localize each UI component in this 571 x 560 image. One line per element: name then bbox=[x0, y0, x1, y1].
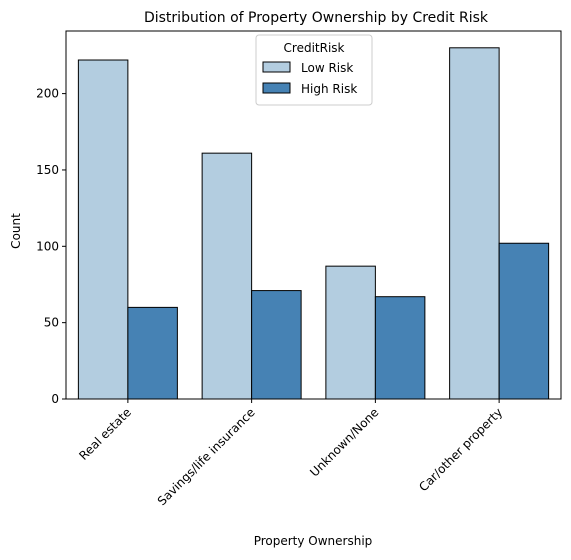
bar-low-risk-1 bbox=[77, 59, 129, 400]
y-tick-label: 50 bbox=[44, 316, 59, 330]
bar-low-risk-4 bbox=[449, 47, 500, 400]
y-tick-label: 200 bbox=[36, 87, 59, 101]
bar-high-risk-3 bbox=[374, 296, 426, 400]
legend-swatch bbox=[262, 82, 291, 94]
x-tick-label: Real estate bbox=[76, 405, 134, 463]
plot-area bbox=[77, 47, 550, 400]
y-tick-label: 100 bbox=[36, 239, 59, 253]
x-tick-label: Car/other property bbox=[416, 405, 505, 494]
bar-low-risk-3 bbox=[325, 265, 376, 400]
legend-title: CreditRisk bbox=[284, 41, 345, 55]
x-tick-label: Savings/life insurance bbox=[155, 405, 258, 508]
x-axis-title: Property Ownership bbox=[254, 534, 373, 548]
bar-high-risk-4 bbox=[498, 242, 550, 400]
bar-high-risk-2 bbox=[251, 290, 302, 400]
x-tick-label: Unknown/None bbox=[307, 405, 381, 479]
legend-label: Low Risk bbox=[301, 61, 353, 75]
legend-swatch bbox=[262, 61, 291, 73]
legend-label: High Risk bbox=[301, 82, 357, 96]
plot-frame bbox=[65, 30, 562, 400]
bar-high-risk-1 bbox=[127, 306, 178, 400]
y-tick-label: 150 bbox=[36, 163, 59, 177]
bar-low-risk-2 bbox=[201, 152, 253, 400]
y-axis-title: Count bbox=[9, 213, 23, 249]
y-tick-label: 0 bbox=[51, 392, 59, 406]
chart-title: Distribution of Property Ownership by Cr… bbox=[144, 10, 489, 26]
legend: CreditRisk Low Risk High Risk bbox=[255, 34, 373, 106]
